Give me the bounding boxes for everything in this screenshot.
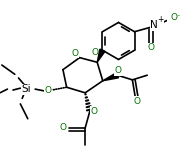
Text: O: O [148, 43, 155, 52]
Text: O: O [114, 66, 121, 75]
Text: +: + [157, 15, 164, 24]
Polygon shape [103, 73, 119, 81]
Text: O: O [59, 124, 66, 132]
Text: O: O [92, 48, 99, 57]
Text: N: N [150, 20, 158, 30]
Text: O: O [71, 49, 78, 58]
Text: O: O [134, 97, 141, 106]
Text: O: O [45, 86, 52, 95]
Polygon shape [97, 49, 105, 62]
Text: O⁻: O⁻ [170, 13, 180, 22]
Text: O: O [91, 107, 98, 116]
Text: Si: Si [21, 84, 31, 94]
